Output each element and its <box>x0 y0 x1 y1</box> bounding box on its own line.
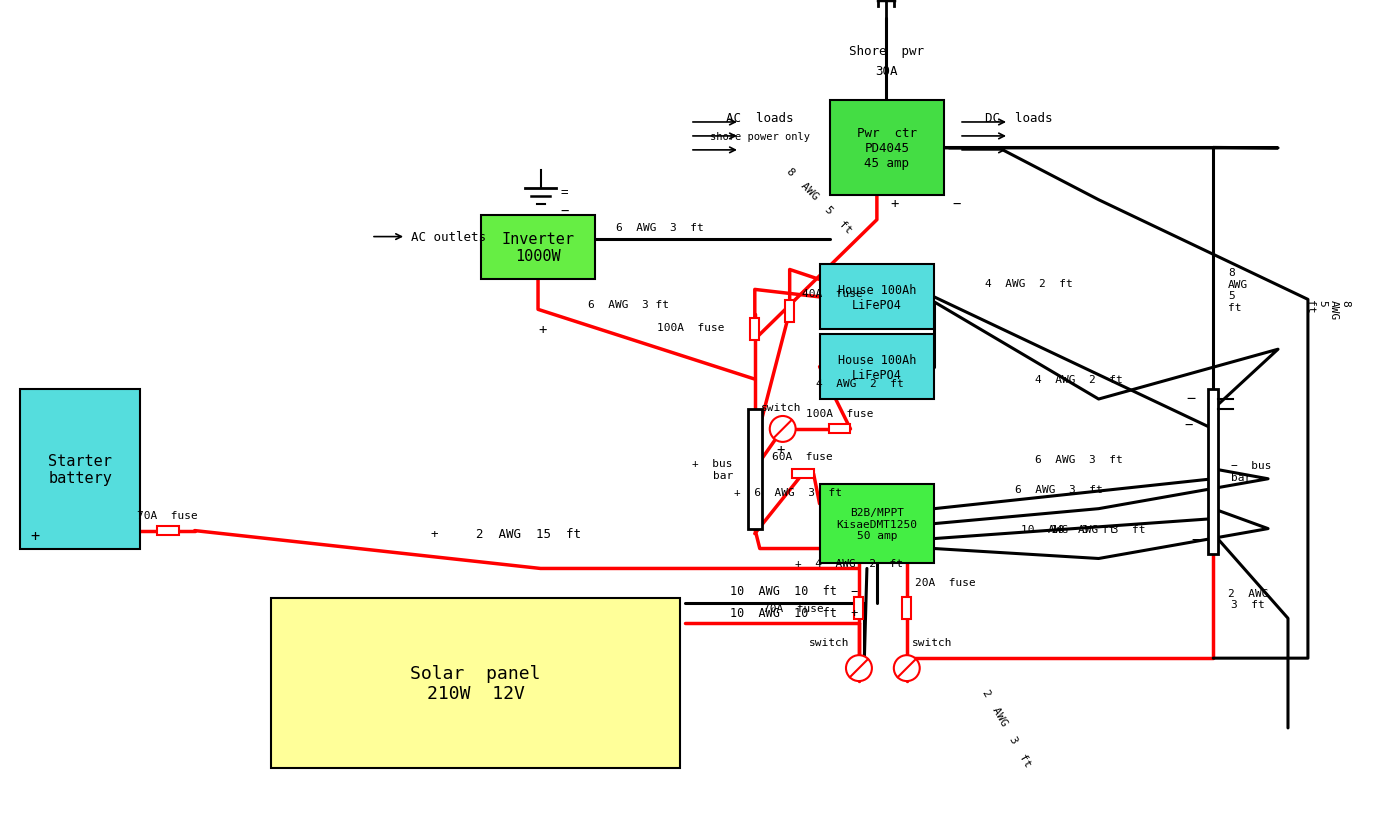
Text: 6  AWG  3 ft: 6 AWG 3 ft <box>588 300 669 310</box>
Text: −: − <box>1184 418 1193 432</box>
Bar <box>902 598 912 619</box>
Bar <box>481 215 595 280</box>
Text: −  bus
bar: − bus bar <box>1232 461 1272 482</box>
Bar <box>820 335 934 400</box>
Bar <box>820 265 934 330</box>
Text: 70A  fuse: 70A fuse <box>138 510 199 520</box>
Text: +: + <box>31 528 40 543</box>
Circle shape <box>847 655 872 681</box>
Bar <box>855 598 863 619</box>
Text: 8
AWG
5
ft: 8 AWG 5 ft <box>1305 300 1350 320</box>
Text: 10  AWG  10  ft  +: 10 AWG 10 ft + <box>730 606 858 619</box>
Text: Shore  pwr: Shore pwr <box>849 45 924 57</box>
Text: 6  AWG  3  ft: 6 AWG 3 ft <box>616 223 703 233</box>
Text: 60A  fuse: 60A fuse <box>773 451 833 461</box>
Text: B2B/MPPT
KisaeDMT1250
50 amp: B2B/MPPT KisaeDMT1250 50 amp <box>837 508 917 541</box>
Text: 4  AWG  2  ft: 4 AWG 2 ft <box>816 378 904 388</box>
Text: 10  AWG  3  ft: 10 AWG 3 ft <box>1022 524 1116 534</box>
Text: DC  loads: DC loads <box>986 112 1052 125</box>
Text: −: − <box>1191 532 1200 546</box>
Bar <box>820 484 934 563</box>
Text: Starter
battery: Starter battery <box>49 453 113 486</box>
Text: Pwr  ctr
PD4045
45 amp: Pwr ctr PD4045 45 amp <box>856 127 917 170</box>
Text: +  4  AWG  2  ft: + 4 AWG 2 ft <box>795 559 902 568</box>
Text: =: = <box>560 186 569 199</box>
Text: 40A  fuse: 40A fuse <box>802 289 862 299</box>
Text: 100A  fuse: 100A fuse <box>657 323 726 333</box>
Text: AC  loads: AC loads <box>726 112 794 125</box>
Text: 2  AWG  3  ft: 2 AWG 3 ft <box>980 688 1033 768</box>
Text: shore power only: shore power only <box>710 132 810 142</box>
Text: −: − <box>560 203 569 217</box>
Text: House 100Ah
LiFePO4: House 100Ah LiFePO4 <box>838 353 916 381</box>
Bar <box>828 425 851 434</box>
Text: 10  AWG  3  ft: 10 AWG 3 ft <box>1051 524 1145 534</box>
Text: 4  AWG  2  ft: 4 AWG 2 ft <box>986 278 1073 288</box>
Text: +     2  AWG  15  ft: + 2 AWG 15 ft <box>431 527 581 541</box>
Text: +: + <box>891 197 899 210</box>
Text: switch: switch <box>760 402 801 413</box>
Text: switch: switch <box>809 637 849 647</box>
Bar <box>792 470 813 478</box>
Text: +: + <box>539 323 548 337</box>
Bar <box>748 410 762 529</box>
Text: 2  AWG
3  ft: 2 AWG 3 ft <box>1227 588 1268 609</box>
Text: AC outlets: AC outlets <box>411 231 486 244</box>
Bar <box>830 101 944 196</box>
Text: 8
AWG
5
ft: 8 AWG 5 ft <box>1229 268 1248 312</box>
Bar <box>157 527 179 536</box>
Text: switch: switch <box>912 637 952 647</box>
Text: 30A: 30A <box>876 65 898 78</box>
Text: +  bus
bar: + bus bar <box>692 459 733 480</box>
Bar <box>1208 390 1218 554</box>
Text: 100A  fuse: 100A fuse <box>806 409 873 419</box>
Bar <box>271 599 680 768</box>
Text: Solar  panel
210W  12V: Solar panel 210W 12V <box>410 664 541 703</box>
Bar <box>21 390 140 549</box>
Text: 8  AWG  5  ft: 8 AWG 5 ft <box>785 166 853 235</box>
Text: House 100Ah
LiFePO4: House 100Ah LiFePO4 <box>838 283 916 311</box>
Text: 20A  fuse: 20A fuse <box>915 577 976 588</box>
Circle shape <box>770 417 795 442</box>
Text: −: − <box>1187 390 1195 405</box>
Circle shape <box>894 655 920 681</box>
Text: +  6  AWG  3  ft: + 6 AWG 3 ft <box>734 487 842 497</box>
Text: 6  AWG  3  ft: 6 AWG 3 ft <box>1015 484 1102 494</box>
Text: 70A  fuse: 70A fuse <box>763 604 824 613</box>
Bar <box>785 301 794 323</box>
Text: 6  AWG  3  ft: 6 AWG 3 ft <box>1034 455 1123 464</box>
Text: Inverter
1000W: Inverter 1000W <box>502 232 574 264</box>
Text: 10  AWG  10  ft  −: 10 AWG 10 ft − <box>730 584 858 597</box>
Text: −: − <box>952 197 960 210</box>
Text: 4  AWG  2  ft: 4 AWG 2 ft <box>1034 374 1123 385</box>
Text: +: + <box>777 442 785 456</box>
Bar <box>751 319 759 341</box>
